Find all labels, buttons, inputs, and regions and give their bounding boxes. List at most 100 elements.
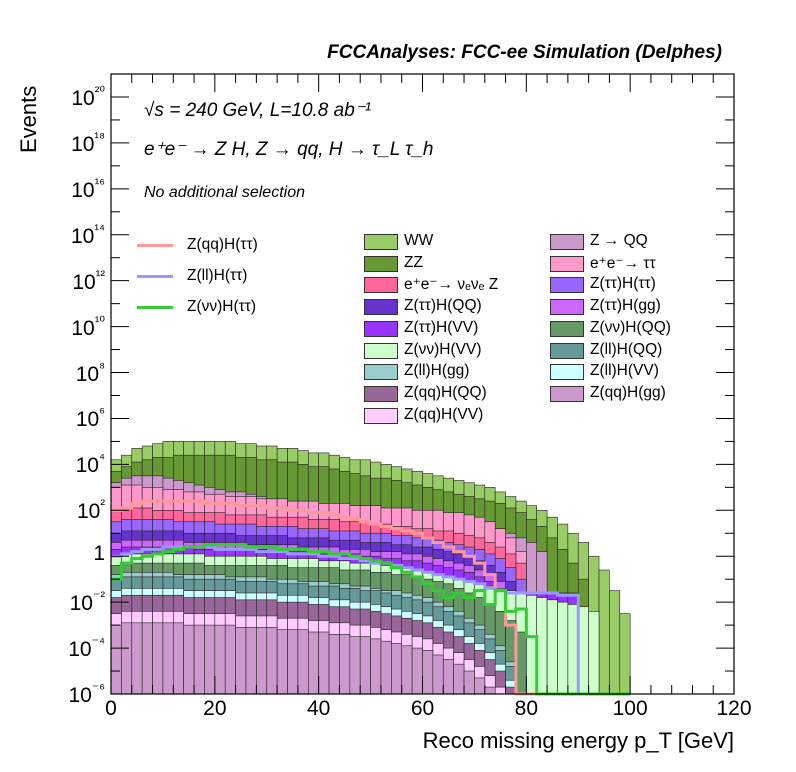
legend-label-b-2: Z(ττ)H(ττ) [590, 275, 656, 293]
legend-label-a-2: e⁺e⁻→ νₑνₑ Z [404, 276, 499, 294]
legend-swatch-b-0 [550, 234, 584, 250]
x-tick-label-20: 20 [203, 697, 227, 720]
stack-bar-ZqqHgg-17 [287, 629, 299, 695]
stack-bar-ZHVV-41 [536, 597, 548, 695]
stack-bar-ZqqHgg-24 [359, 636, 371, 695]
y-tick-label-12: 10¹⁸ [71, 128, 105, 156]
stack-bar-ZqqHgg-2 [131, 622, 143, 695]
stack-bar-ZqqHgg-7 [183, 624, 195, 695]
legend-label-b-5: Z(ll)H(QQ) [590, 340, 663, 358]
stack-bar-ZqqHgg-28 [401, 645, 413, 695]
legend-swatch-a-3 [364, 299, 398, 316]
y-tick-label-4: 10² [76, 496, 105, 524]
stack-bar-ZqqHgg-21 [328, 633, 340, 695]
y-tick-label-9: 10¹² [72, 266, 105, 294]
stack-bar-ZqqHgg-10 [214, 624, 226, 695]
stack-bar-WW-49 [619, 613, 631, 695]
stack-bar-ZqqHVV-37 [494, 686, 506, 695]
stack-bar-ZqqHgg-1 [121, 622, 133, 695]
legend-swatch-b-5 [550, 342, 584, 359]
legend-label-b-7: Z(qq)H(gg) [590, 383, 666, 401]
x-tick-label-100: 100 [612, 697, 648, 720]
stack-bar-ZqqHgg-18 [297, 629, 309, 695]
stack-bar-ZqqHgg-23 [349, 636, 361, 695]
legend-swatch-a-6 [364, 364, 398, 381]
x-tick-label-0: 0 [105, 697, 117, 720]
legend-swatch-a-0 [364, 234, 398, 250]
stack-bar-ZqqHgg-3 [141, 622, 153, 695]
stack-bar-ZqqHgg-34 [463, 670, 475, 695]
legend-swatch-a-2 [364, 277, 398, 294]
stack-bar-ZqqHgg-33 [453, 663, 465, 695]
annotation-process: e⁺e⁻ → Z H, Z → qq, H → τ_L τ_h [144, 139, 434, 160]
stack-bar-ZqqHgg-12 [235, 627, 247, 695]
y-tick-label-10: 10¹⁴ [70, 220, 105, 248]
legend-swatch-a-1 [364, 255, 398, 272]
legend-swatch-a-7 [364, 385, 398, 402]
legend-label-b-0: Z → QQ [590, 232, 648, 249]
y-tick-label-13: 10²⁰ [71, 82, 105, 110]
x-tick-label-120: 120 [716, 697, 752, 720]
stack-bar-ZqqHgg-32 [442, 659, 454, 695]
stack-bar-ZqqHgg-29 [411, 647, 423, 695]
stack-bar-ZqqHgg-27 [391, 643, 403, 695]
stack-bar-ZqqHgg-5 [162, 622, 174, 695]
legend-swatch-b-4 [550, 320, 584, 337]
stack-bar-ZqqHgg-25 [370, 638, 382, 695]
legend-swatch-b-2 [550, 277, 584, 294]
legend-label-b-4: Z(νν)H(QQ) [590, 318, 671, 336]
y-tick-label-0: 10⁻⁶ [68, 680, 105, 707]
stack-bar-ZHVV-45 [577, 606, 589, 695]
legend-label-a-4: Z(ττ)H(VV) [404, 318, 479, 336]
y-tick-label-3: 1 [93, 542, 105, 566]
stack-bar-ZqqHgg-22 [339, 633, 351, 695]
stack-bar-ZHVV-43 [557, 601, 569, 695]
y-tick-label-11: 10¹⁶ [71, 174, 105, 202]
y-tick-label-5: 10⁴ [75, 450, 105, 478]
legend-line-2 [137, 306, 173, 309]
legend-label-a-8: Z(qq)H(VV) [404, 405, 484, 423]
legend-label-a-3: Z(ττ)H(QQ) [404, 297, 482, 315]
stack-bar-ZqqHQQ-38 [505, 686, 517, 695]
x-tick-label-40: 40 [306, 697, 331, 720]
x-axis-label: Reco missing energy p_T [GeV] [422, 728, 734, 753]
stack-bar-ZqqHgg-16 [276, 629, 288, 695]
annotation-selection: No additional selection [144, 184, 305, 201]
stack-bar-ZHQQ-39 [515, 631, 527, 695]
stack-bar-ZqqHgg-26 [380, 640, 392, 695]
stack-bar-ZqqHgg-20 [318, 631, 330, 695]
y-tick-label-6: 10⁶ [75, 404, 105, 432]
stack-bar-ZqqHgg-31 [432, 654, 444, 695]
legend-line-label-2: Z(νν)H(ττ) [187, 298, 257, 315]
legend-line-label-0: Z(qq)H(ττ) [187, 236, 258, 253]
stack-bar-ZqqHgg-30 [422, 650, 434, 695]
stack-bar-WW-48 [609, 590, 621, 695]
legend-label-a-5: Z(νν)H(VV) [404, 340, 482, 358]
y-tick-label-1: 10⁻⁴ [68, 634, 105, 662]
y-tick-label-7: 10⁸ [75, 358, 105, 386]
y-tick-label-8: 10¹⁰ [71, 312, 105, 340]
legend-swatch-b-6 [550, 364, 584, 381]
y-tick-label-2: 10⁻² [69, 588, 105, 616]
stack-bar-ZqqHgg-11 [224, 624, 236, 695]
legend-swatch-a-8 [364, 407, 398, 424]
legend-label-a-7: Z(qq)H(QQ) [404, 383, 487, 401]
stack-bar-ZqqHgg-4 [152, 622, 164, 695]
annotation-energy-lumi: √s = 240 GeV, L=10.8 ab⁻¹ [144, 100, 372, 121]
signal-line-ZqqH [111, 499, 631, 696]
stack-bar-WW-47 [598, 569, 610, 695]
stack-bar-ZHVV-42 [546, 599, 558, 695]
header-title: FCCAnalyses: FCC-ee Simulation (Delphes) [327, 42, 722, 63]
x-tick-label-60: 60 [410, 697, 435, 720]
stack-bar-ZqqHgg-6 [173, 622, 184, 695]
stack-bar-ZqqHgg-14 [256, 627, 268, 695]
legend-label-b-3: Z(ττ)H(gg) [590, 297, 661, 315]
stack-bar-ZHVV-44 [567, 604, 579, 695]
legend-swatch-b-1 [550, 255, 584, 272]
y-axis-label: Events [16, 85, 41, 153]
legend-line-0 [137, 244, 173, 247]
legend-label-a-1: ZZ [404, 253, 423, 271]
stack-bar-ZHVV-40 [526, 594, 538, 695]
stack-bar-ZqqHgg-36 [484, 686, 496, 695]
